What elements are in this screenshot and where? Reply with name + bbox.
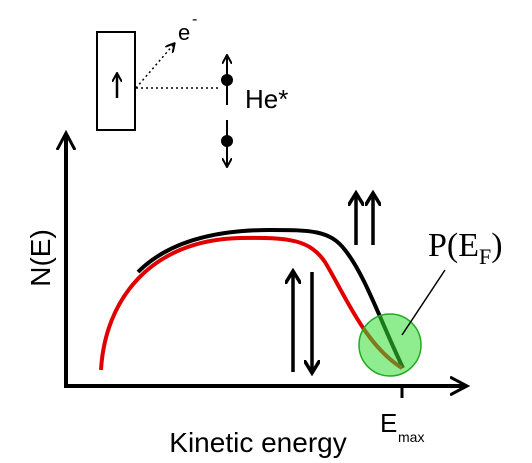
p-ef-close: ) — [491, 227, 502, 264]
fermi-highlight — [359, 314, 421, 376]
electron-charge: - — [192, 11, 197, 28]
pointer-line — [402, 270, 445, 335]
helium-label: He* — [245, 84, 288, 114]
electron-path — [136, 44, 174, 88]
he-electron — [221, 135, 233, 147]
he-electron — [221, 74, 233, 86]
emax-subscript: max — [398, 429, 424, 445]
diagram: e - He* N(E) Kinetic energy E max P(EF) — [0, 0, 532, 463]
x-axis-label: Kinetic energy — [169, 427, 346, 458]
emax-label: E — [380, 408, 397, 438]
p-ef-subscript: F — [479, 244, 491, 269]
electron-label: e — [178, 20, 190, 45]
y-axis-label: N(E) — [25, 229, 56, 287]
p-ef-label: P(EF) — [428, 227, 503, 269]
minority-curve — [101, 238, 402, 370]
p-ef-text: P(E — [428, 227, 479, 264]
